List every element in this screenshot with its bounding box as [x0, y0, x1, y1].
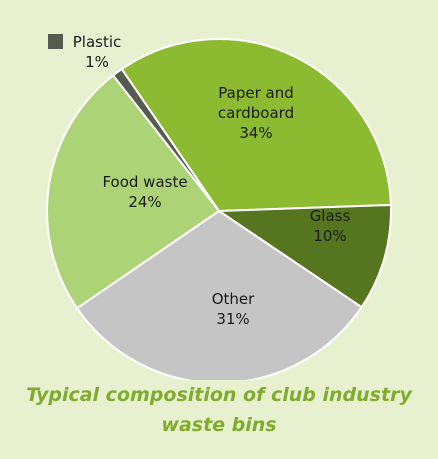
slice-label-plastic-line-2: 1%: [85, 53, 109, 71]
caption-line-2: waste bins: [0, 410, 438, 440]
legend-marker-plastic: [48, 34, 63, 49]
slice-label-food-waste-line-2: 24%: [128, 193, 161, 211]
caption-line-1: Typical composition of club industry: [0, 380, 438, 410]
slice-label-paper-and-cardboard-line-3: 34%: [239, 124, 272, 142]
slice-label-plastic: Plastic 1%: [73, 33, 122, 71]
slice-label-glass-line-2: 10%: [313, 227, 346, 245]
slice-label-plastic-line-1: Plastic: [73, 33, 122, 51]
slice-label-other-line-2: 31%: [216, 310, 249, 328]
slice-label-paper-and-cardboard-line-1: Paper and: [218, 84, 293, 102]
slice-label-food-waste-line-1: Food waste: [102, 173, 187, 191]
slice-label-glass-line-1: Glass: [310, 207, 351, 225]
chart-caption: Typical composition of club industry was…: [0, 380, 438, 440]
slice-label-other-line-1: Other: [212, 290, 255, 308]
slice-label-paper-and-cardboard-line-2: cardboard: [218, 104, 294, 122]
pie-chart: Plastic 1% Paper and cardboard 34% Glass 10% Ot…: [0, 0, 438, 380]
